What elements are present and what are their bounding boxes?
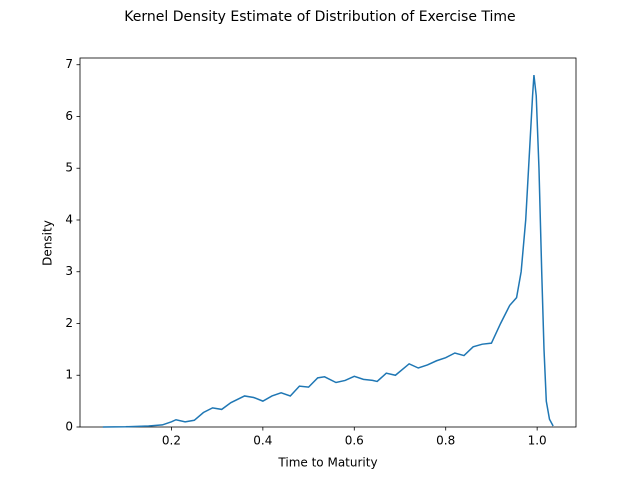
x-tick-label: 1.0 bbox=[528, 434, 547, 448]
chart-title: Kernel Density Estimate of Distribution … bbox=[124, 9, 515, 25]
x-tick-label: 0.4 bbox=[253, 434, 272, 448]
x-tick-label: 0.6 bbox=[345, 434, 364, 448]
y-tick-label: 7 bbox=[65, 57, 73, 71]
plot-frame bbox=[79, 57, 577, 428]
y-axis-label: Density bbox=[41, 220, 55, 266]
y-tick-label: 0 bbox=[65, 420, 73, 434]
y-tick-label: 3 bbox=[65, 264, 73, 278]
y-tick-label: 5 bbox=[65, 161, 73, 175]
y-tick-label: 1 bbox=[65, 368, 73, 382]
y-tick-label: 2 bbox=[65, 316, 73, 330]
x-tick-label: 0.8 bbox=[436, 434, 455, 448]
x-tick-label: 0.2 bbox=[162, 434, 181, 448]
density-line bbox=[102, 74, 554, 428]
y-tick-label: 4 bbox=[65, 212, 73, 226]
x-axis-label: Time to Maturity bbox=[277, 456, 377, 470]
y-tick-label: 6 bbox=[65, 109, 73, 123]
